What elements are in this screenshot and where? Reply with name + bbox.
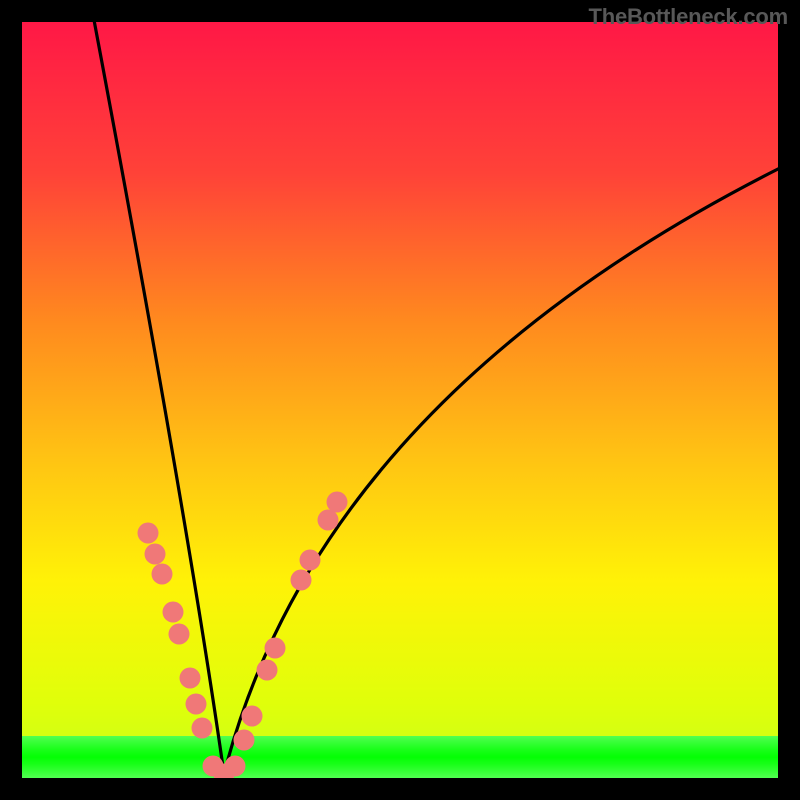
marker-left	[192, 718, 213, 739]
marker-left	[152, 564, 173, 585]
marker-right	[291, 570, 312, 591]
marker-right	[327, 492, 348, 513]
marker-left	[186, 694, 207, 715]
marker-right	[242, 706, 263, 727]
marker-right	[300, 550, 321, 571]
marker-right	[318, 510, 339, 531]
marker-right	[234, 730, 255, 751]
chart-container: TheBottleneck.com	[0, 0, 800, 800]
marker-left	[169, 624, 190, 645]
green-strip	[22, 736, 778, 778]
marker-right	[257, 660, 278, 681]
marker-left	[180, 668, 201, 689]
marker-right	[265, 638, 286, 659]
marker-left	[138, 523, 159, 544]
plot-background	[22, 22, 778, 778]
marker-left	[163, 602, 184, 623]
bottleneck-chart	[0, 0, 800, 800]
marker-left	[145, 544, 166, 565]
